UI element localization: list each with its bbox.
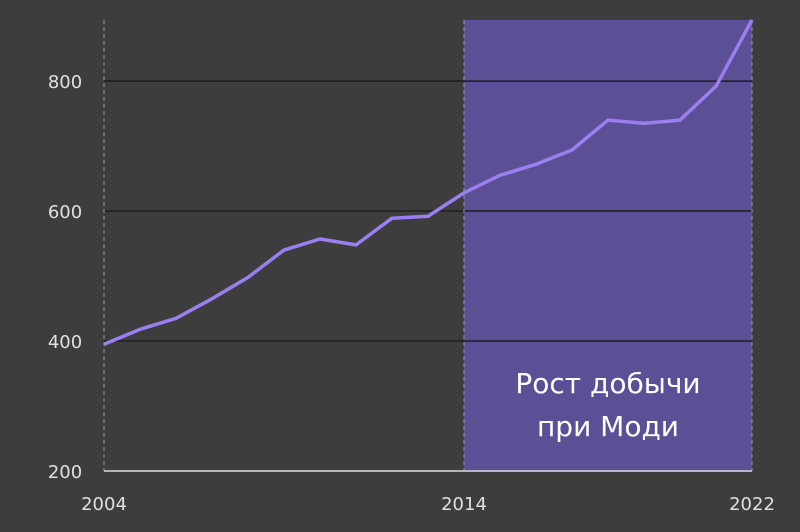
y-tick-label: 600 bbox=[48, 202, 82, 223]
x-tick-label: 2004 bbox=[81, 494, 127, 515]
y-tick-label: 200 bbox=[48, 462, 82, 483]
x-tick-label: 2022 bbox=[729, 494, 775, 515]
highlight-region bbox=[464, 20, 752, 471]
y-tick-label: 400 bbox=[48, 332, 82, 353]
y-tick-label: 800 bbox=[48, 72, 82, 93]
annotation: при Моди bbox=[537, 410, 679, 443]
x-tick-label: 2014 bbox=[441, 494, 487, 515]
data-line bbox=[103, 19, 754, 346]
annotation: Рост добычи bbox=[515, 367, 700, 400]
